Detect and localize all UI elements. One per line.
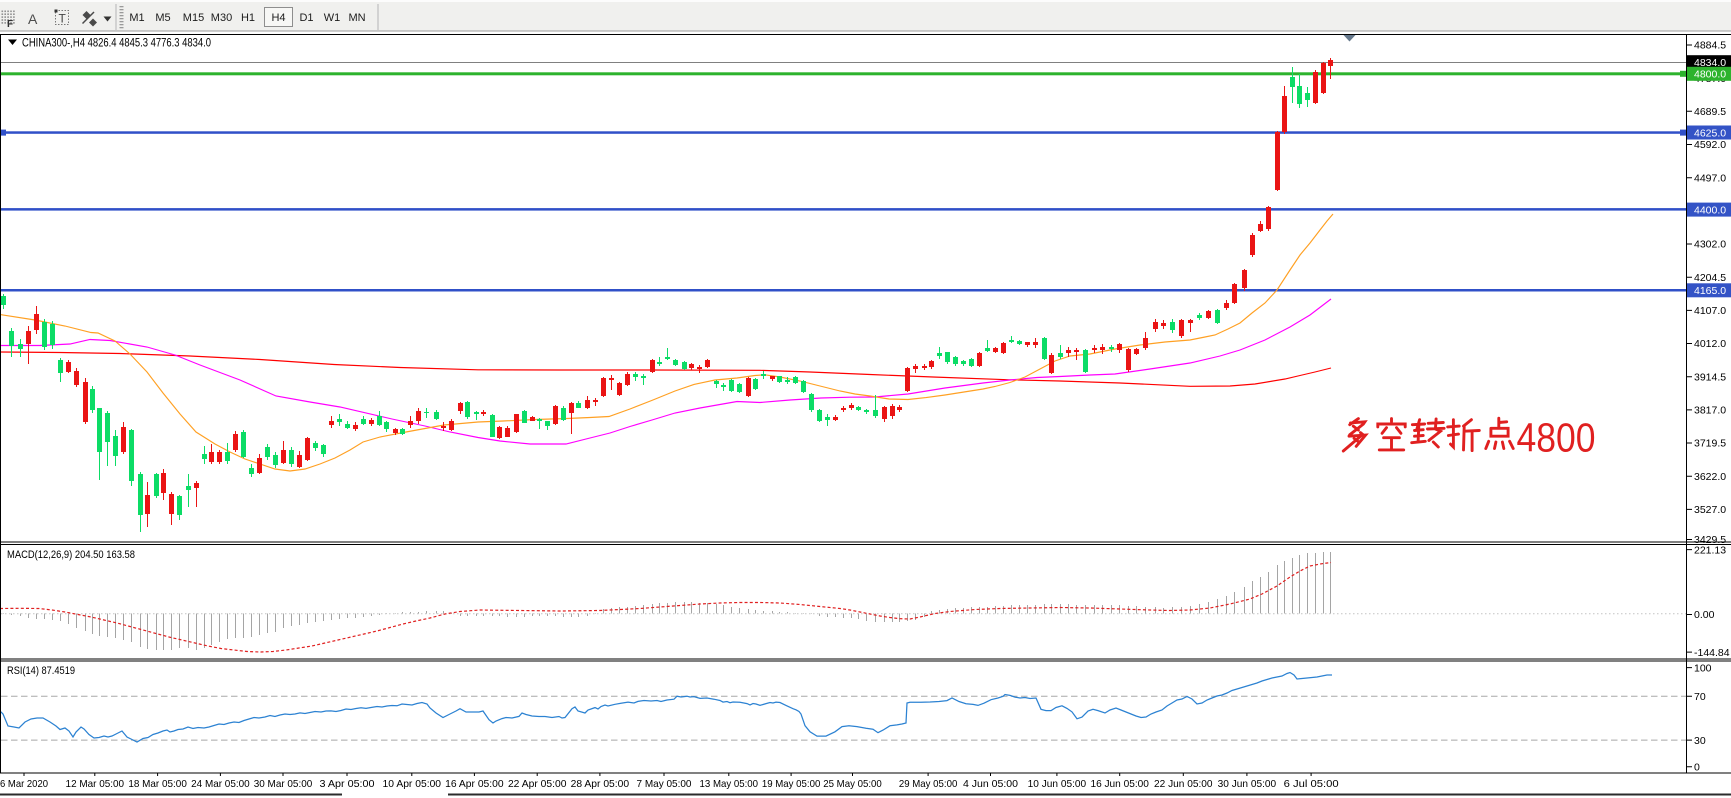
svg-text:4 Jun 05:00: 4 Jun 05:00 <box>963 778 1018 790</box>
svg-text:4884.5: 4884.5 <box>1694 40 1726 52</box>
svg-text:10 Jun 05:00: 10 Jun 05:00 <box>1028 778 1087 790</box>
svg-text:3622.0: 3622.0 <box>1694 471 1726 483</box>
svg-text:M15: M15 <box>183 12 204 24</box>
svg-text:4625.0: 4625.0 <box>1694 127 1726 139</box>
svg-text:3719.5: 3719.5 <box>1694 438 1726 450</box>
svg-text:18 Mar 05:00: 18 Mar 05:00 <box>128 778 187 790</box>
svg-text:3817.0: 3817.0 <box>1694 405 1726 417</box>
svg-text:4204.5: 4204.5 <box>1694 272 1726 284</box>
svg-text:MN: MN <box>348 12 365 24</box>
svg-text:100: 100 <box>1694 662 1712 674</box>
svg-text:24 Mar 05:00: 24 Mar 05:00 <box>191 778 250 790</box>
svg-text:22 Apr 05:00: 22 Apr 05:00 <box>508 778 567 790</box>
svg-text:6 Jul 05:00: 6 Jul 05:00 <box>1284 778 1339 790</box>
svg-text:0.00: 0.00 <box>1694 609 1715 621</box>
svg-text:4400.0: 4400.0 <box>1694 204 1726 216</box>
svg-text:30 Mar 05:00: 30 Mar 05:00 <box>254 778 313 790</box>
svg-text:13 May 05:00: 13 May 05:00 <box>700 778 759 790</box>
svg-text:12 Mar 05:00: 12 Mar 05:00 <box>66 778 125 790</box>
svg-text:H1: H1 <box>241 12 255 24</box>
svg-text:29 May 05:00: 29 May 05:00 <box>899 778 958 790</box>
svg-text:T: T <box>59 12 67 26</box>
svg-text:16 Jun 05:00: 16 Jun 05:00 <box>1090 778 1149 790</box>
svg-text:4107.0: 4107.0 <box>1694 305 1726 317</box>
svg-text:70: 70 <box>1694 691 1706 703</box>
svg-text:4165.0: 4165.0 <box>1694 285 1726 297</box>
svg-text:M1: M1 <box>129 12 144 24</box>
svg-text:4689.5: 4689.5 <box>1694 106 1726 118</box>
svg-text:7 May 05:00: 7 May 05:00 <box>637 778 692 790</box>
svg-text:4592.0: 4592.0 <box>1694 139 1726 151</box>
svg-text:4302.0: 4302.0 <box>1694 239 1726 251</box>
svg-text:A: A <box>28 11 38 27</box>
svg-text:28 Apr 05:00: 28 Apr 05:00 <box>571 778 630 790</box>
svg-text:4800.0: 4800.0 <box>1694 69 1726 81</box>
svg-text:H4: H4 <box>271 12 285 24</box>
svg-text:3429.5: 3429.5 <box>1694 534 1726 546</box>
svg-text:D1: D1 <box>299 12 313 24</box>
svg-text:M30: M30 <box>211 12 232 24</box>
svg-text:F: F <box>7 19 13 30</box>
svg-text:CHINA300-,H4 4826.4 4845.3 47: CHINA300-,H4 4826.4 4845.3 4776.3 4834.0 <box>22 38 211 50</box>
svg-text:10 Apr 05:00: 10 Apr 05:00 <box>383 778 442 790</box>
svg-text:0: 0 <box>1694 762 1700 774</box>
svg-text:22 Jun 05:00: 22 Jun 05:00 <box>1154 778 1213 790</box>
svg-text:30: 30 <box>1694 735 1706 747</box>
svg-text:4800: 4800 <box>1517 415 1596 461</box>
svg-text:16 Apr 05:00: 16 Apr 05:00 <box>445 778 504 790</box>
svg-text:W1: W1 <box>324 12 341 24</box>
svg-text:M5: M5 <box>155 12 170 24</box>
svg-text:25 May 05:00: 25 May 05:00 <box>823 778 882 790</box>
svg-text:3527.0: 3527.0 <box>1694 504 1726 516</box>
svg-text:RSI(14) 87.4519: RSI(14) 87.4519 <box>7 665 75 677</box>
svg-text:6 Mar 2020: 6 Mar 2020 <box>0 778 48 790</box>
svg-text:4012.0: 4012.0 <box>1694 338 1726 350</box>
svg-text:3914.5: 3914.5 <box>1694 371 1726 383</box>
svg-text:221.13: 221.13 <box>1694 544 1726 556</box>
svg-text:4497.0: 4497.0 <box>1694 172 1726 184</box>
svg-text:3 Apr 05:00: 3 Apr 05:00 <box>320 778 375 790</box>
svg-text:4834.0: 4834.0 <box>1694 57 1726 69</box>
svg-text:19 May 05:00: 19 May 05:00 <box>762 778 821 790</box>
svg-text:MACD(12,26,9) 204.50 163.58: MACD(12,26,9) 204.50 163.58 <box>7 549 135 561</box>
svg-text:-144.84: -144.84 <box>1694 647 1730 659</box>
svg-text:30 Jun 05:00: 30 Jun 05:00 <box>1218 778 1277 790</box>
